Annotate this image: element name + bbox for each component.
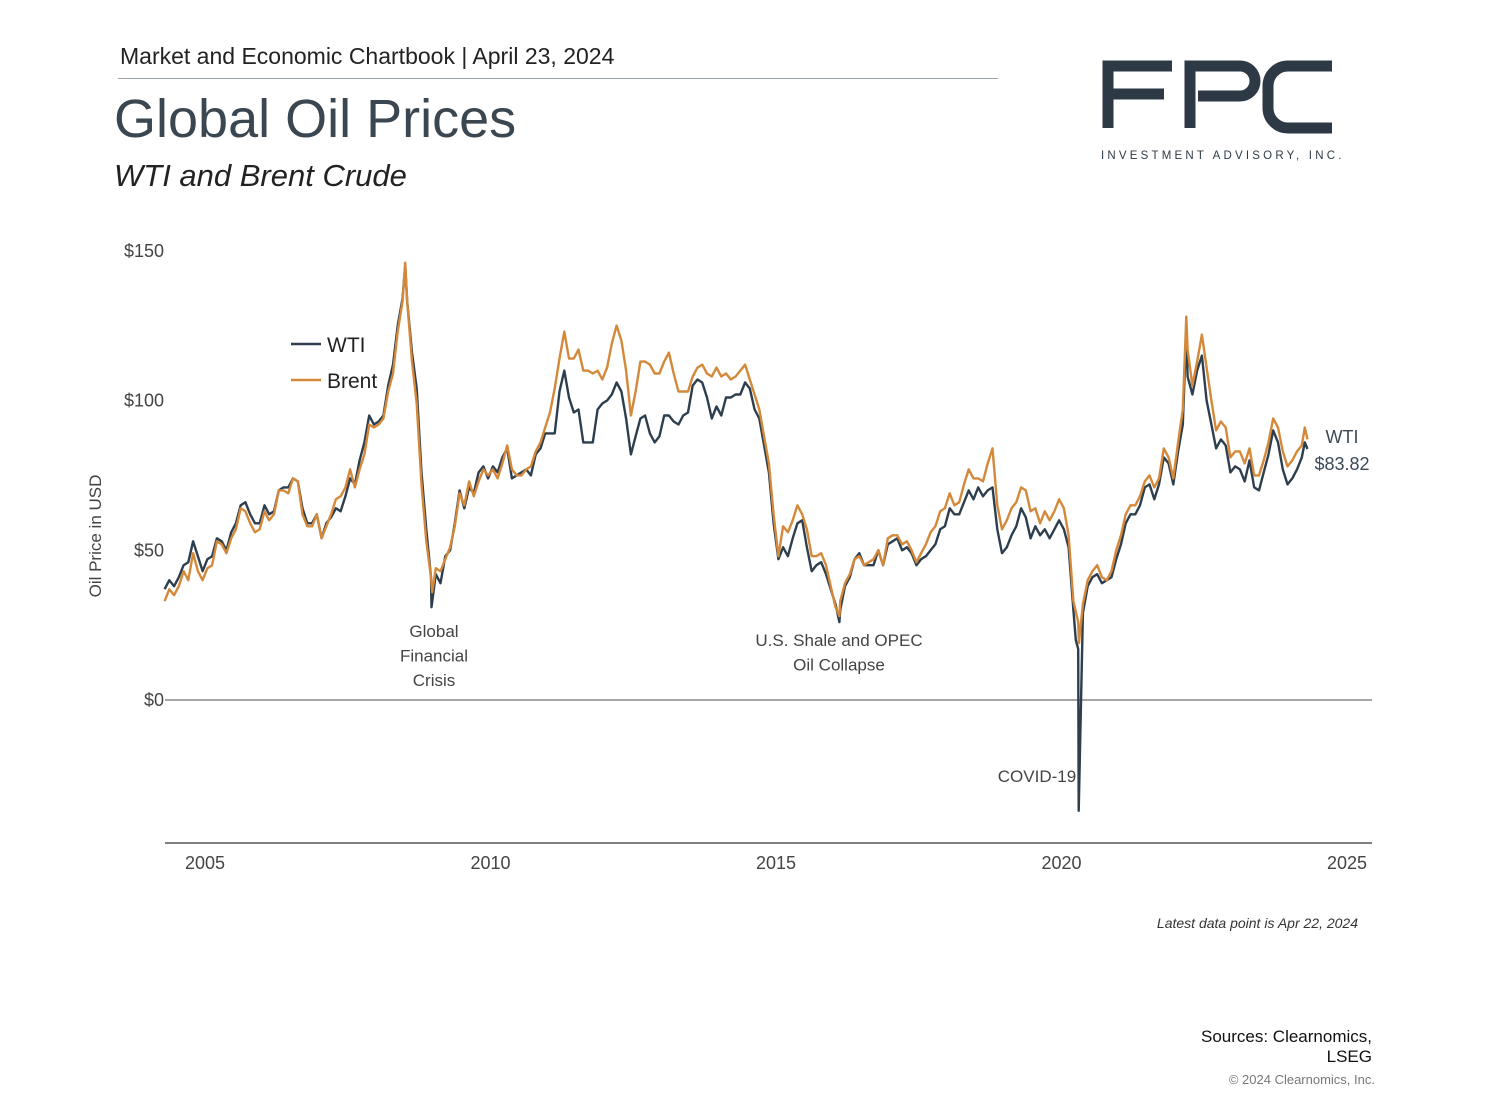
x-tick-label: 2025 — [1327, 853, 1367, 873]
annotation-label: U.S. Shale and OPEC — [755, 631, 922, 650]
page-title: Global Oil Prices — [114, 89, 517, 149]
y-tick-label: $100 — [124, 391, 164, 411]
legend-label-brent: Brent — [327, 370, 377, 393]
y-tick-label: $150 — [124, 241, 164, 261]
series-line-wti — [163, 264, 1309, 812]
annotation-label: COVID-19 — [998, 767, 1076, 786]
end-label-series: WTI — [1326, 427, 1359, 447]
sources: Sources: Clearnomics, LSEG — [1201, 1027, 1372, 1067]
sources-line-1: Sources: Clearnomics, — [1200, 1027, 1372, 1046]
y-axis-label: Oil Price in USD — [86, 475, 105, 598]
y-tick-label: $50 — [134, 540, 164, 560]
annotation-label: Oil Collapse — [793, 656, 885, 675]
fpc-logo — [1102, 60, 1332, 134]
annotation-label: Crisis — [413, 671, 456, 690]
page-subtitle: WTI and Brent Crude — [114, 158, 407, 193]
x-tick-label: 2005 — [185, 853, 225, 873]
x-tick-label: 2020 — [1041, 853, 1081, 873]
sources-line-2: LSEG — [1326, 1047, 1372, 1066]
annotation-label: Financial — [400, 647, 468, 666]
annotation-label: Global — [409, 622, 458, 641]
series-line-brent — [163, 261, 1309, 645]
x-tick-label: 2015 — [756, 853, 796, 873]
legend-label-wti: WTI — [327, 334, 365, 357]
latest-data-note: Latest data point is Apr 22, 2024 — [1156, 915, 1358, 931]
x-tick-label: 2010 — [470, 853, 510, 873]
logo-subtitle: INVESTMENT ADVISORY, INC. — [1101, 150, 1345, 162]
chartbook-header: Market and Economic Chartbook | April 23… — [120, 43, 615, 69]
end-label-value: $83.82 — [1314, 454, 1369, 474]
y-tick-label: $0 — [144, 690, 164, 710]
copyright: © 2024 Clearnomics, Inc. — [1228, 1072, 1375, 1087]
header-divider — [118, 78, 998, 79]
